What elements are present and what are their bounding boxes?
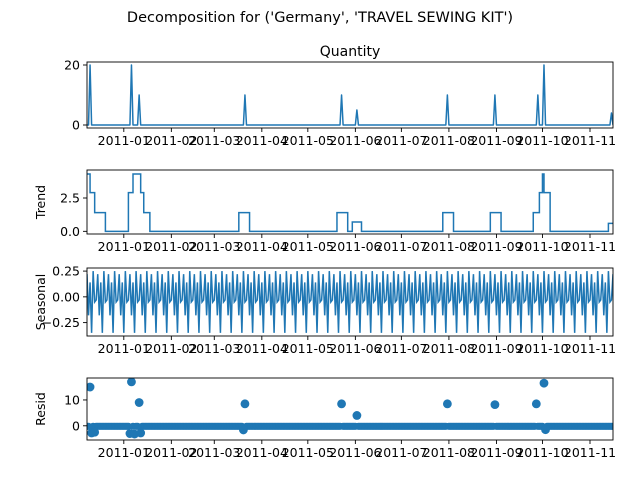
resid-x-tick-label: 2011-03: [188, 445, 240, 460]
resid-point: [442, 399, 452, 409]
observed-x-tick-label: 2011-11: [564, 133, 616, 148]
observed-panel-title: Quantity: [320, 44, 381, 60]
resid-point: [337, 399, 346, 409]
observed-x-tick-label: 2011-03: [188, 133, 240, 148]
trend-x-tick-label: 2011-05: [282, 239, 334, 254]
trend-series-line: [87, 173, 613, 233]
trend-x-tick-label: 2011-02: [145, 239, 197, 254]
quantity-series-line: [87, 64, 613, 126]
seasonal-x-tick-label: 2011-10: [516, 341, 568, 356]
observed-y-tick-label: 20: [64, 58, 80, 73]
resid-x-tick-label: 2011-01: [98, 445, 150, 460]
trend-x-tick-label: 2011-03: [188, 239, 240, 254]
trend-x-tick-label: 2011-09: [470, 239, 522, 254]
seasonal-x-tick-label: 2011-02: [145, 341, 197, 356]
resid-axes-frame: [86, 377, 614, 441]
resid-x-tick-label: 2011-02: [145, 445, 197, 460]
seasonal-y-tick-label: 0.25: [52, 264, 80, 279]
seasonal-y-tick-label: 0.00: [52, 289, 80, 304]
seasonal-x-tick-label: 2011-08: [423, 341, 475, 356]
resid-x-tick-label: 2011-11: [564, 445, 616, 460]
resid-point: [539, 378, 549, 388]
resid-x-tick-label: 2011-07: [375, 445, 427, 460]
observed-x-tick-label: 2011-06: [329, 133, 381, 148]
resid-point: [541, 425, 550, 435]
resid-point: [239, 425, 248, 435]
resid-point: [136, 428, 146, 438]
seasonal-y-tick-label: −0.25: [42, 315, 80, 330]
trend-axes-frame: [86, 169, 614, 235]
resid-y-tick-label: 0: [72, 418, 80, 433]
trend-y-tick-label: 2.5: [60, 191, 80, 206]
observed-x-tick-label: 2011-04: [236, 133, 288, 148]
trend-x-tick-label: 2011-07: [375, 239, 427, 254]
seasonal-x-tick-label: 2011-03: [188, 341, 240, 356]
observed-x-tick-label: 2011-08: [423, 133, 475, 148]
trend-x-tick-label: 2011-06: [329, 239, 381, 254]
seasonal-x-tick-label: 2011-01: [98, 341, 150, 356]
seasonal-x-tick-label: 2011-11: [564, 341, 616, 356]
resid-x-tick-label: 2011-09: [470, 445, 522, 460]
seasonal-x-tick-label: 2011-07: [375, 341, 427, 356]
figure-title: Decomposition for ('Germany', 'TRAVEL SE…: [127, 10, 513, 26]
observed-x-tick-label: 2011-01: [98, 133, 150, 148]
observed-x-tick-label: 2011-10: [516, 133, 568, 148]
trend-plot-area: [87, 173, 613, 233]
resid-point: [531, 399, 541, 409]
seasonal-x-tick-label: 2011-05: [282, 341, 334, 356]
resid-point: [609, 422, 613, 430]
resid-y-axis-label: Resid: [33, 392, 48, 426]
resid-y-tick-label: 10: [64, 392, 80, 407]
seasonal-y-axis-label: Seasonal: [33, 274, 48, 331]
seasonal-x-tick-label: 2011-06: [329, 341, 381, 356]
observed-plot-area: [87, 64, 613, 126]
observed-x-tick-label: 2011-07: [375, 133, 427, 148]
resid-point: [87, 382, 95, 392]
observed-x-tick-label: 2011-09: [470, 133, 522, 148]
resid-x-tick-label: 2011-06: [329, 445, 381, 460]
observed-axes-frame: [86, 61, 614, 129]
resid-point: [352, 411, 362, 420]
seasonal-x-tick-label: 2011-09: [470, 341, 522, 356]
trend-x-tick-label: 2011-11: [564, 239, 616, 254]
observed-x-tick-label: 2011-02: [145, 133, 197, 148]
resid-x-tick-label: 2011-10: [516, 445, 568, 460]
trend-x-tick-label: 2011-04: [236, 239, 288, 254]
seasonal-axes-frame: [86, 267, 614, 337]
seasonal-plot-area: [87, 271, 613, 333]
resid-point: [127, 378, 136, 387]
trend-x-tick-label: 2011-10: [516, 239, 568, 254]
resid-plot-area: [87, 378, 613, 439]
seasonal-series-line: [87, 271, 613, 333]
trend-x-tick-label: 2011-08: [423, 239, 475, 254]
trend-y-axis-label: Trend: [33, 185, 48, 220]
panel-trend: 0.02.52011-012011-022011-032011-042011-0…: [33, 169, 616, 254]
resid-x-tick-label: 2011-08: [423, 445, 475, 460]
resid-point: [134, 398, 144, 407]
resid-point: [90, 427, 100, 437]
observed-x-tick-label: 2011-05: [282, 133, 334, 148]
resid-x-tick-label: 2011-05: [282, 445, 334, 460]
trend-y-tick-label: 0.0: [60, 224, 80, 239]
resid-point: [490, 400, 500, 410]
seasonal-x-tick-label: 2011-04: [236, 341, 288, 356]
panel-resid: 0102011-012011-022011-032011-042011-0520…: [33, 377, 616, 460]
observed-y-tick-label: 0: [72, 118, 80, 133]
panel-observed: 0202011-012011-022011-032011-042011-0520…: [64, 44, 616, 148]
resid-x-tick-label: 2011-04: [236, 445, 288, 460]
resid-point: [240, 399, 250, 409]
trend-x-tick-label: 2011-01: [98, 239, 150, 254]
panel-seasonal: 0.250.00−0.252011-012011-022011-032011-0…: [33, 264, 616, 356]
